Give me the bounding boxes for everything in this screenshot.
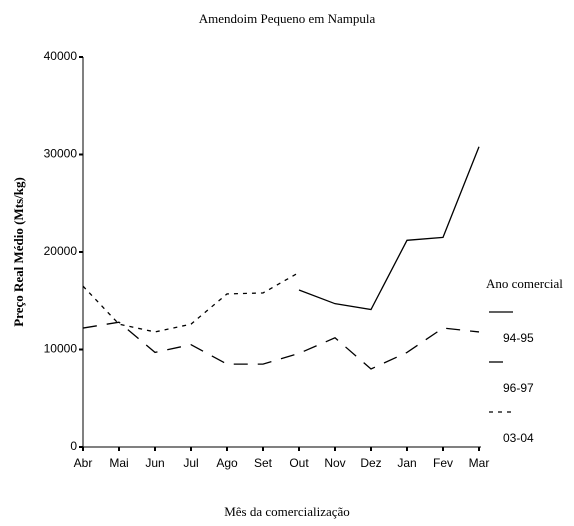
series-line [82,271,300,333]
x-tick-label: Fev [433,456,453,470]
x-tick-label: Nov [324,456,345,470]
x-tick-label: Out [289,456,309,470]
x-tick-label: Ago [216,456,238,470]
x-tick-label: Jun [145,456,164,470]
series-line [82,321,480,370]
y-tick-label: 30000 [44,147,78,161]
x-tick-label: Set [254,456,273,470]
y-tick-label: 0 [70,439,77,453]
y-axis-label: Preço Real Médio (Mts/kg) [11,177,26,327]
x-tick-label: Abr [74,456,93,470]
x-tick-label: Mai [109,456,128,470]
x-tick-label: Jul [183,456,198,470]
x-tick-label: Mar [469,456,490,470]
y-tick-label: 40000 [44,49,78,63]
x-tick-label: Jan [397,456,416,470]
legend-label: 94-95 [503,331,534,345]
series-line [298,146,480,311]
legend-title: Ano comercial [486,276,563,291]
legend-label: 96-97 [503,381,534,395]
chart-title: Amendoim Pequeno em Nampula [199,11,376,26]
legend-label: 03-04 [503,431,534,445]
x-axis-label: Mês da comercialização [224,504,350,519]
y-tick-label: 20000 [44,244,78,258]
y-tick-label: 10000 [44,342,78,356]
x-tick-label: Dez [360,456,381,470]
